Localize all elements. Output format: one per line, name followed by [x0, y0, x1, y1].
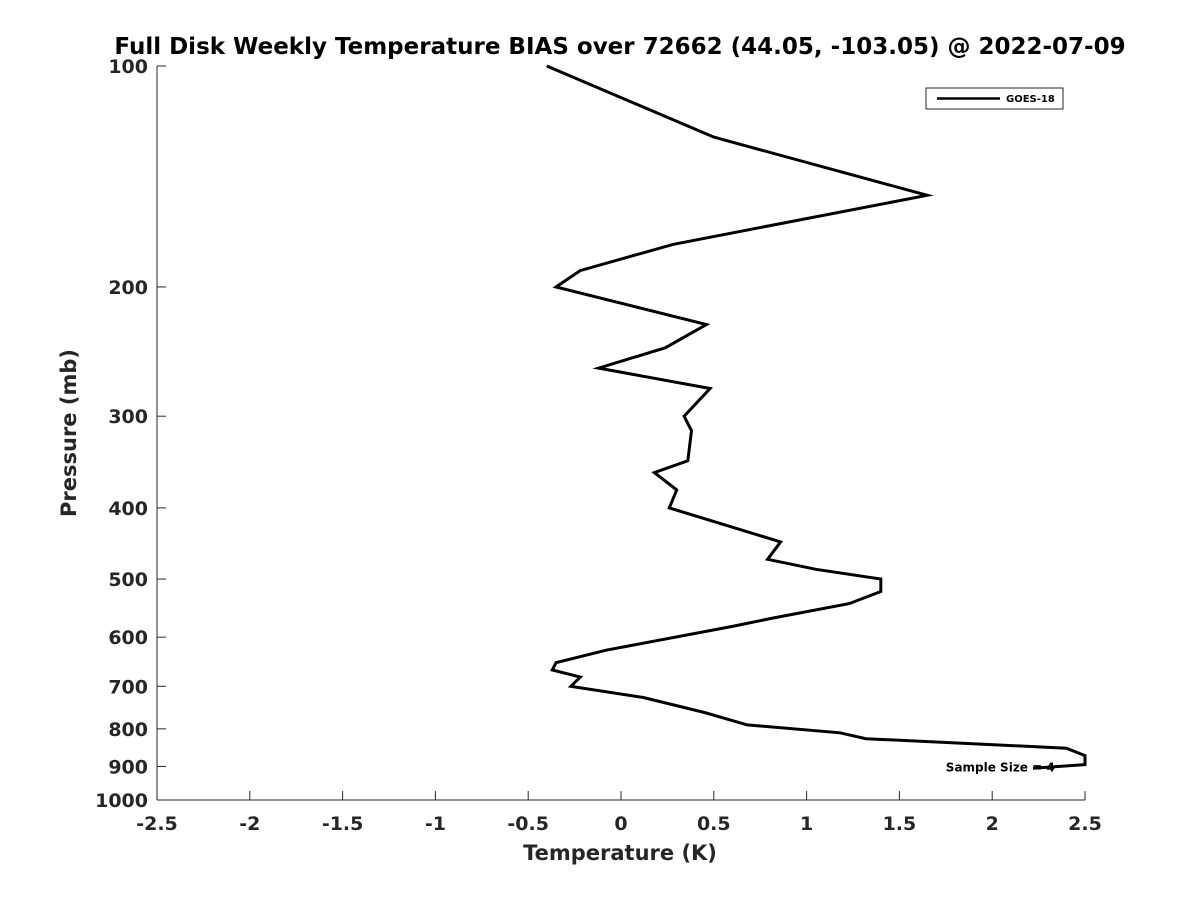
chart-title: Full Disk Weekly Temperature BIAS over 7… — [114, 34, 1125, 60]
legend-label-goes-18: GOES-18 — [1006, 94, 1055, 105]
y-tick-label: 200 — [108, 277, 148, 299]
series-line-goes-18 — [546, 64, 1087, 770]
y-tick-label: 1000 — [95, 790, 148, 812]
axes-layer: -2.5 -2 -1.5 -1 -0.5 0 0.5 1 1.5 2 2.5 100 200 300 400… — [95, 56, 1102, 835]
x-tick-label: -1.5 — [322, 813, 364, 835]
x-axis-label: Temperature (K) — [523, 841, 717, 865]
x-tick-label: 1.5 — [883, 813, 917, 835]
y-tick-label: 400 — [108, 498, 148, 520]
y-tick-label: 500 — [108, 569, 148, 591]
x-tick-label: 0.5 — [697, 813, 731, 835]
x-tick-label: -0.5 — [507, 813, 549, 835]
y-tick-label: 100 — [108, 56, 148, 78]
y-tick-label: 700 — [108, 676, 148, 698]
x-tick-label: -2 — [239, 813, 260, 835]
y-tick-label: 300 — [108, 406, 148, 428]
y-axis-label: Pressure (mb) — [57, 349, 81, 517]
x-tick-label: -1 — [425, 813, 446, 835]
x-tick-label: 0 — [614, 813, 627, 835]
sample-size-annotation: Sample Size = 4 — [946, 760, 1055, 774]
x-tick-label: 1 — [800, 813, 813, 835]
x-tick-label: 2.5 — [1068, 813, 1102, 835]
legend: GOES-18 — [925, 87, 1064, 110]
series-layer — [546, 64, 1087, 770]
x-tick-label: -2.5 — [136, 813, 178, 835]
y-tick-label: 800 — [108, 719, 148, 741]
x-tick-label: 2 — [986, 813, 999, 835]
y-tick-label: 600 — [108, 627, 148, 649]
y-tick-label: 900 — [108, 756, 148, 778]
